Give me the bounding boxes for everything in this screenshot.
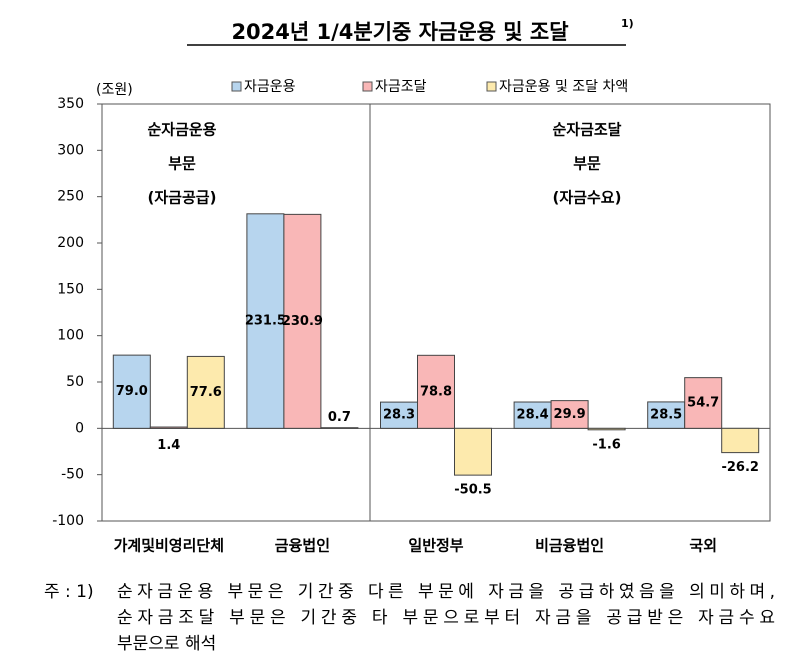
bar	[246, 213, 285, 429]
value-label: 231.5	[245, 314, 286, 329]
bar	[550, 400, 589, 429]
bar	[283, 213, 322, 429]
x-tick-label: 가계및비영리단체	[114, 537, 224, 555]
note-line: 순자금조달 부문은 기간중 타 부문으로부터 자금을 공급받은 자금수요	[117, 608, 775, 628]
bar	[186, 355, 225, 429]
legend-label: 자금운용 및 조달 차액	[499, 79, 628, 95]
y-tick-label: 350	[57, 96, 84, 112]
y-tick-label: -50	[61, 467, 84, 483]
note-line: 순자금운용 부문은 기간중 다른 부문에 자금을 공급하였음을 의미하며,	[117, 582, 775, 602]
annotation: 부문	[168, 155, 196, 173]
value-label: 54.7	[687, 395, 719, 410]
legend-label: 자금조달	[375, 79, 427, 95]
x-tick-label: 국외	[689, 537, 717, 555]
bar	[587, 427, 626, 431]
annotation: 순자금운용	[147, 121, 216, 139]
plot-frame	[101, 103, 771, 522]
y-unit: (조원)	[96, 82, 133, 98]
legend-swatch	[486, 81, 497, 92]
value-label: 1.4	[157, 438, 180, 453]
title-note: 1)	[621, 17, 634, 30]
bar	[647, 401, 686, 429]
value-label: -26.2	[721, 460, 758, 475]
note-prefix: 주 : 1)	[44, 582, 94, 602]
bar	[320, 427, 359, 429]
legend-swatch	[362, 81, 373, 92]
value-label: 0.7	[328, 410, 351, 425]
value-label: 79.0	[116, 384, 148, 399]
value-label: 28.3	[383, 408, 415, 423]
bar	[684, 377, 723, 429]
y-tick-label: 0	[75, 420, 84, 436]
legend-swatch	[231, 81, 242, 92]
bar	[721, 427, 760, 454]
annotation: 순자금조달	[552, 121, 621, 139]
bar	[454, 427, 492, 476]
y-tick-label: -100	[52, 513, 84, 529]
value-label: 28.5	[650, 408, 682, 423]
y-tick-label: 200	[57, 235, 84, 251]
value-label: 77.6	[190, 385, 222, 400]
y-tick-label: 250	[57, 189, 84, 205]
value-label: 29.9	[554, 407, 586, 422]
bar	[112, 354, 151, 429]
value-label: 230.9	[282, 314, 323, 329]
legend-label: 자금운용	[244, 79, 296, 95]
y-tick-label: 300	[57, 142, 84, 158]
bar	[149, 426, 188, 429]
value-label: -50.5	[454, 483, 491, 498]
bar	[513, 401, 552, 429]
x-tick-label: 금융법인	[275, 537, 330, 555]
note-line: 부문으로 해석	[117, 634, 216, 654]
y-tick-label: 100	[57, 328, 84, 344]
x-tick-label: 비금융법인	[535, 537, 604, 555]
value-label: -1.6	[592, 437, 620, 452]
chart-title: 2024년 1/4분기중 자금운용 및 조달	[231, 20, 568, 44]
bar	[380, 401, 418, 429]
y-tick-label: 50	[66, 374, 84, 390]
value-label: 78.8	[420, 384, 452, 399]
x-tick-label: 일반정부	[408, 537, 463, 555]
value-label: 28.4	[517, 408, 549, 423]
annotation: (자금공급)	[148, 189, 217, 207]
annotation: (자금수요)	[553, 189, 622, 207]
bar	[417, 354, 455, 429]
y-tick-label: 150	[57, 281, 84, 297]
annotation: 부문	[573, 155, 601, 173]
